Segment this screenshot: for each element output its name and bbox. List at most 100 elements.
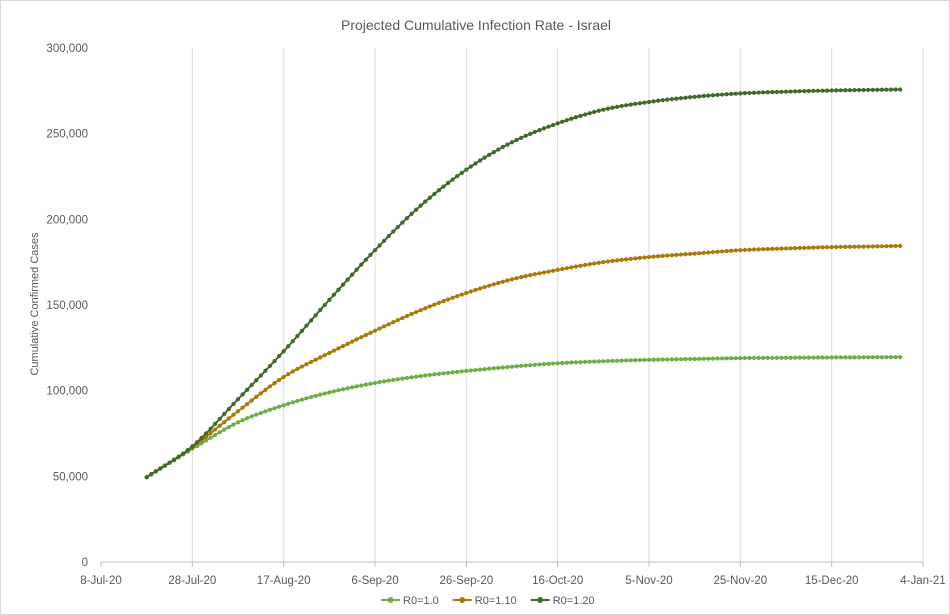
data-point — [286, 401, 291, 406]
data-point — [852, 244, 857, 249]
data-point — [363, 257, 368, 262]
legend: R0=1.0 R0=1.10 R0=1.20 — [381, 595, 595, 607]
data-point — [884, 244, 889, 249]
data-point — [578, 263, 583, 268]
data-point — [277, 354, 282, 359]
data-point — [162, 463, 168, 468]
data-point — [537, 362, 542, 367]
data-point — [368, 381, 373, 386]
data-point — [350, 385, 355, 390]
data-point — [308, 359, 314, 365]
data-point — [487, 283, 492, 288]
legend-swatch-marker — [387, 597, 394, 603]
data-point — [779, 89, 784, 94]
data-point — [272, 358, 277, 364]
data-point — [477, 367, 483, 372]
data-point — [281, 349, 286, 354]
data-point — [751, 355, 757, 361]
data-point — [610, 358, 615, 363]
data-point — [249, 382, 254, 388]
data-point — [806, 88, 811, 94]
data-point — [573, 360, 579, 365]
data-point — [441, 184, 446, 189]
data-point — [226, 416, 231, 421]
data-point — [322, 391, 327, 396]
data-point — [825, 245, 830, 250]
data-point — [656, 254, 661, 259]
data-point — [213, 432, 218, 438]
data-point — [427, 304, 432, 309]
data-point — [669, 97, 674, 102]
data-point — [290, 369, 295, 374]
data-point — [263, 368, 268, 373]
data-point — [829, 88, 834, 93]
data-point — [797, 89, 802, 94]
data-point — [829, 244, 834, 250]
data-point — [436, 300, 442, 305]
data-point — [683, 357, 688, 362]
data-point — [761, 247, 766, 252]
data-point — [815, 355, 821, 360]
data-point — [519, 135, 524, 140]
data-point — [208, 431, 213, 436]
data-point — [400, 376, 405, 381]
data-point — [217, 416, 222, 422]
data-point — [738, 91, 743, 96]
data-point — [660, 98, 665, 103]
data-point — [825, 355, 830, 360]
data-point — [555, 267, 560, 272]
data-point — [468, 289, 473, 294]
data-point — [605, 358, 611, 364]
data-point — [414, 309, 419, 315]
data-point — [222, 419, 227, 425]
data-point — [523, 274, 528, 279]
data-point — [331, 348, 336, 353]
data-point — [496, 280, 501, 286]
data-point — [601, 260, 606, 265]
data-point — [838, 355, 843, 360]
data-point — [382, 324, 387, 329]
data-point — [866, 355, 871, 360]
data-point — [432, 302, 437, 307]
data-point — [299, 397, 305, 402]
data-point — [318, 355, 323, 360]
data-point — [427, 195, 432, 200]
data-point — [313, 357, 318, 362]
data-point — [898, 354, 903, 360]
data-point — [811, 355, 816, 360]
data-point — [391, 377, 396, 383]
data-point — [701, 250, 706, 255]
data-point — [537, 128, 542, 133]
data-point — [578, 360, 583, 365]
data-point — [272, 406, 277, 411]
data-point — [327, 390, 332, 395]
data-point — [592, 359, 597, 364]
data-point — [258, 410, 263, 416]
data-point — [546, 361, 551, 366]
data-point — [500, 365, 505, 370]
data-point — [299, 364, 305, 369]
data-point — [738, 356, 743, 361]
data-point — [697, 251, 702, 256]
data-point — [742, 247, 748, 253]
series-layer — [144, 87, 903, 480]
data-point — [414, 374, 419, 379]
data-point — [441, 371, 446, 376]
data-point — [445, 297, 451, 302]
data-point — [628, 256, 633, 261]
data-point — [797, 355, 802, 360]
data-point — [235, 409, 241, 414]
data-point — [299, 328, 305, 333]
data-point — [318, 307, 323, 313]
data-point — [605, 259, 611, 264]
data-point — [263, 387, 268, 392]
data-point — [893, 355, 898, 360]
data-point — [802, 245, 807, 250]
data-point — [368, 252, 373, 258]
data-point — [473, 161, 478, 166]
y-tick-label: 0 — [82, 557, 88, 569]
x-tick-label: 5-Nov-20 — [625, 575, 672, 587]
data-point — [706, 356, 711, 361]
data-point — [327, 350, 332, 356]
